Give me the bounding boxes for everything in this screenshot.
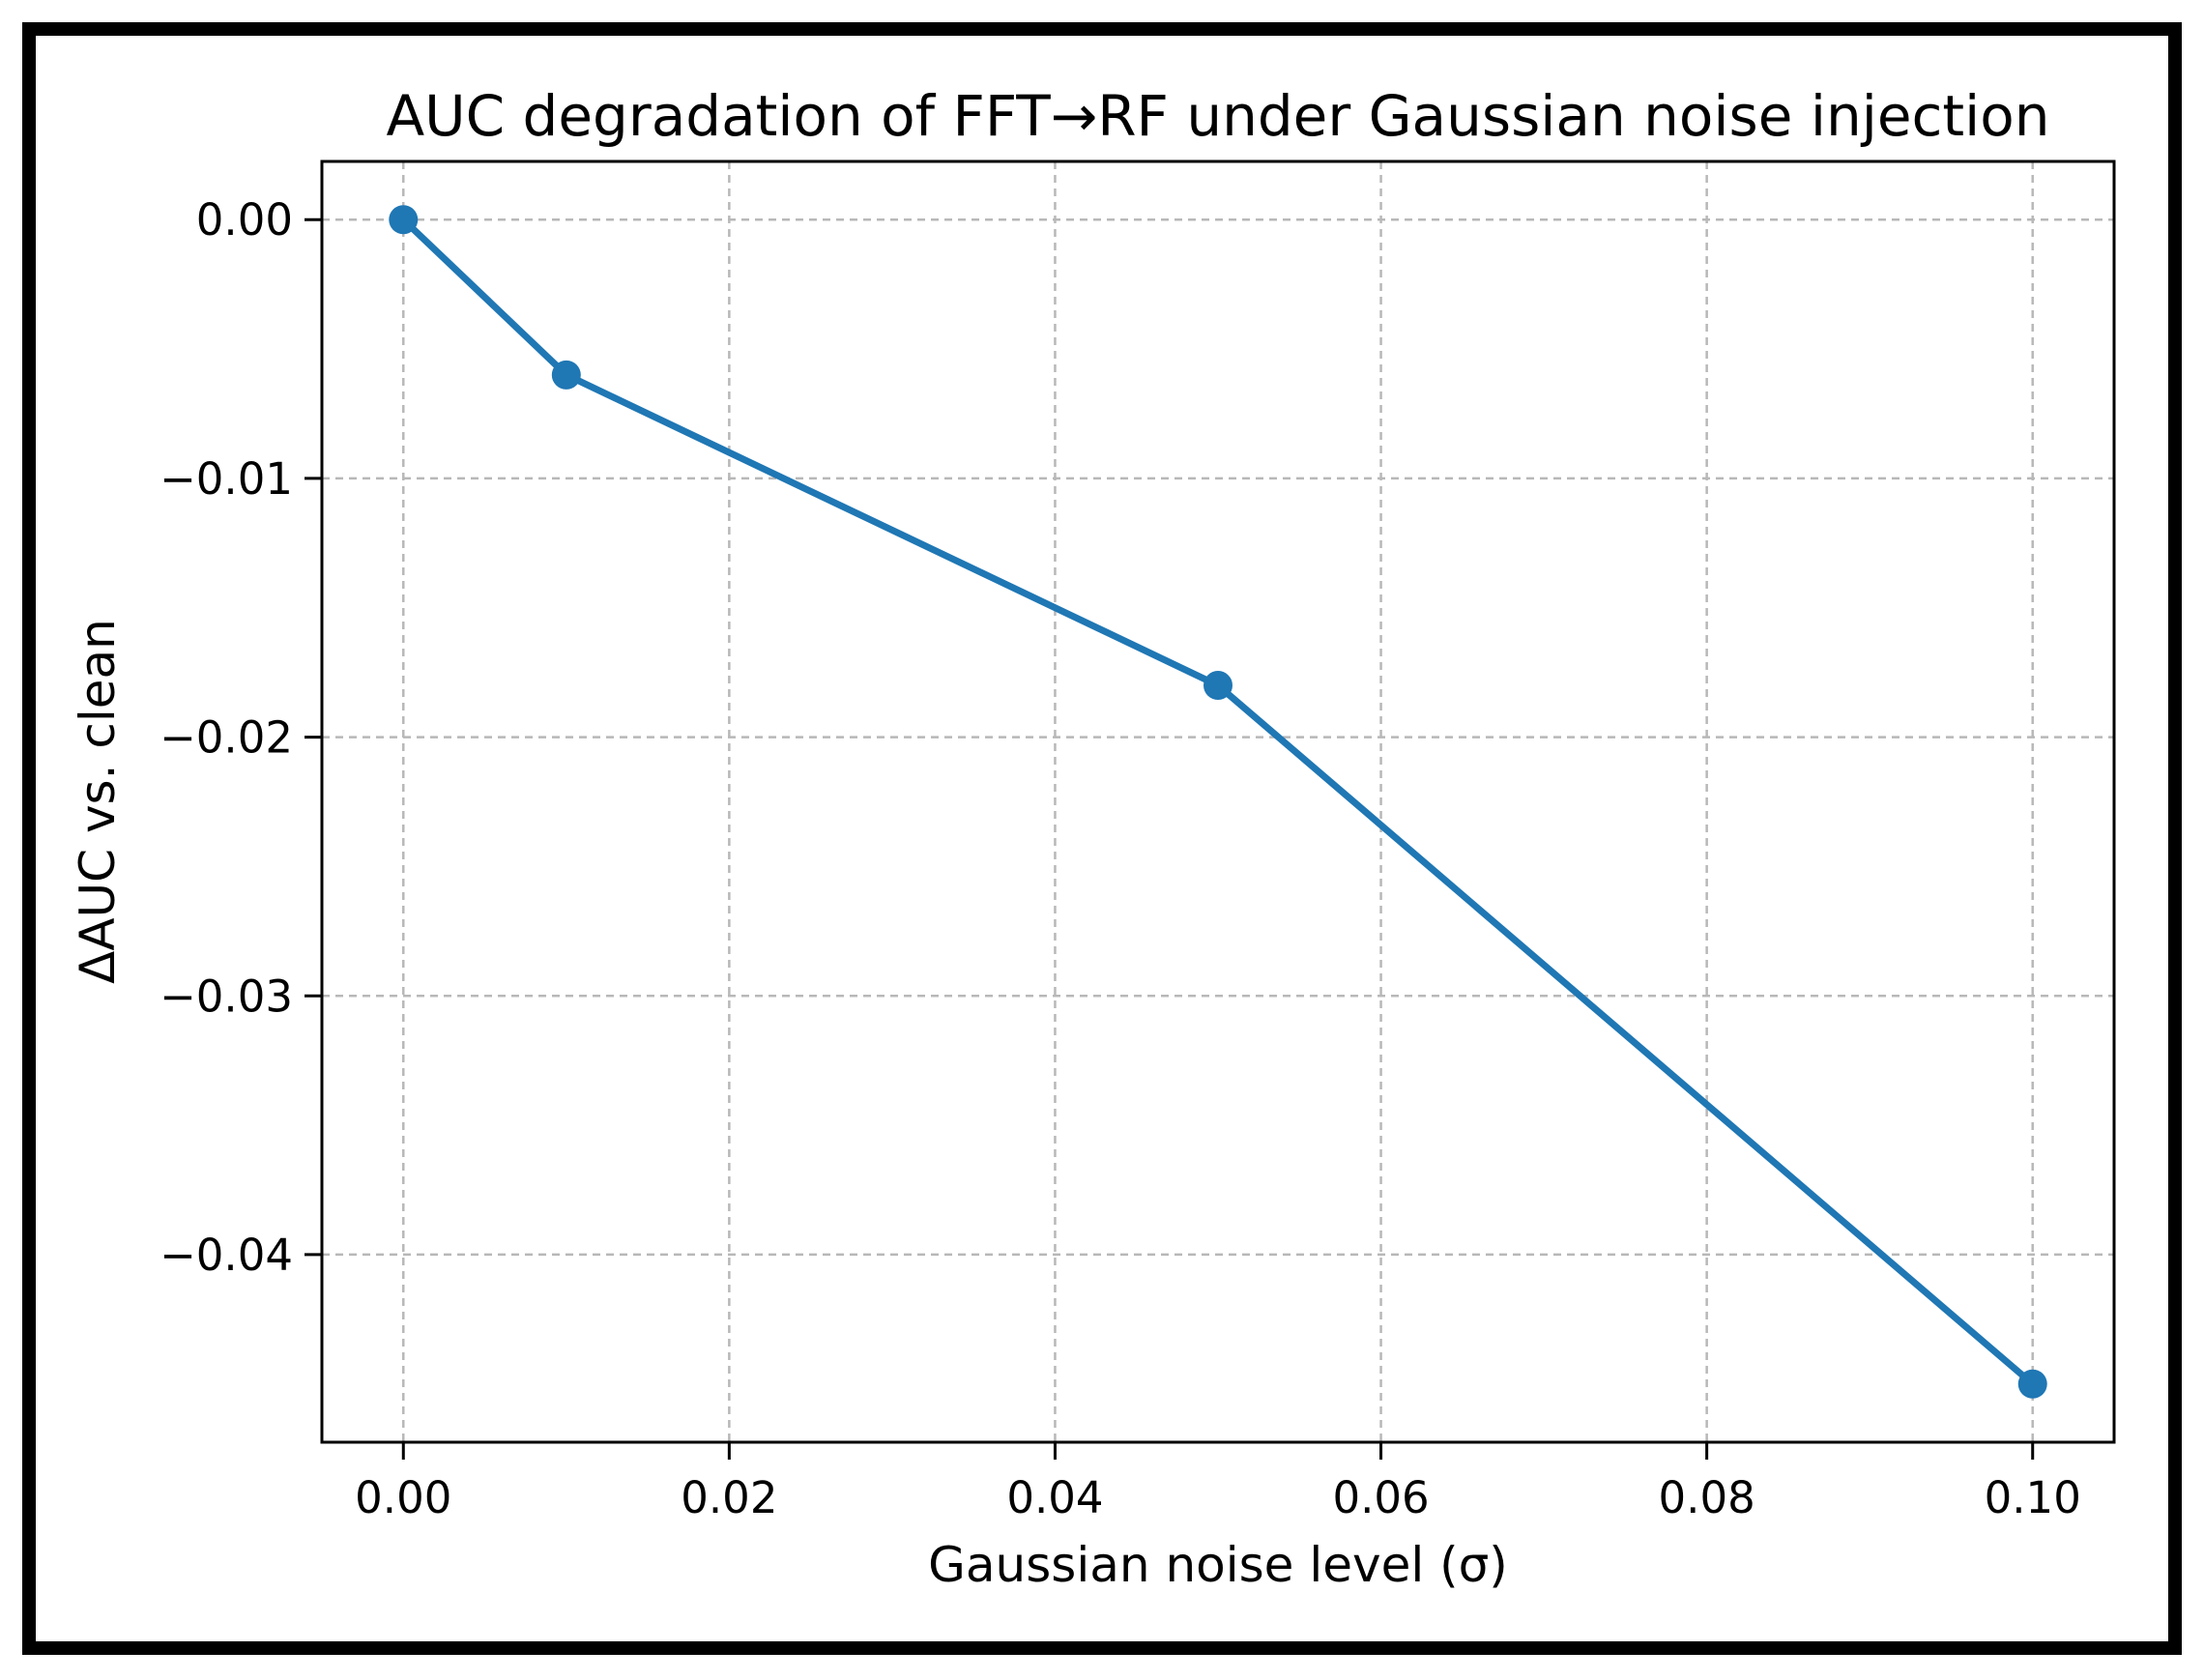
data-point-marker [2017, 1369, 2047, 1399]
data-series [389, 205, 2047, 1399]
x-tick-label: 0.06 [1332, 1472, 1429, 1523]
x-tick-label: 0.10 [1985, 1472, 2081, 1523]
data-point-marker [389, 205, 419, 235]
gridlines [322, 161, 2114, 1442]
x-axis-label: Gaussian noise level (σ) [928, 1537, 1508, 1593]
axis-tick-labels: 0.00 0.02 0.04 0.06 0.08 0.10 0.00 −0.01 −0.02 −0… [160, 194, 2081, 1523]
x-tick-label: 0.02 [681, 1472, 777, 1523]
figure-border-frame [22, 22, 2182, 1655]
y-axis-label: ΔAUC vs. clean [70, 619, 126, 984]
y-tick-label: 0.00 [196, 194, 293, 246]
data-point-marker [1204, 671, 1232, 701]
x-tick-label: 0.04 [1006, 1472, 1103, 1523]
data-point-marker [551, 360, 581, 390]
x-tick-label: 0.08 [1659, 1472, 1755, 1523]
axis-ticks [304, 217, 2035, 1460]
series-line [399, 216, 2037, 1388]
y-tick-label: −0.01 [160, 453, 293, 505]
axes-frame [320, 159, 2116, 1444]
y-tick-label: −0.02 [160, 712, 293, 764]
x-tick-label: 0.00 [355, 1472, 451, 1523]
chart-title: AUC degradation of FFT→RF under Gaussian… [386, 83, 2049, 149]
y-tick-label: −0.04 [160, 1230, 293, 1281]
y-tick-label: −0.03 [160, 970, 293, 1022]
